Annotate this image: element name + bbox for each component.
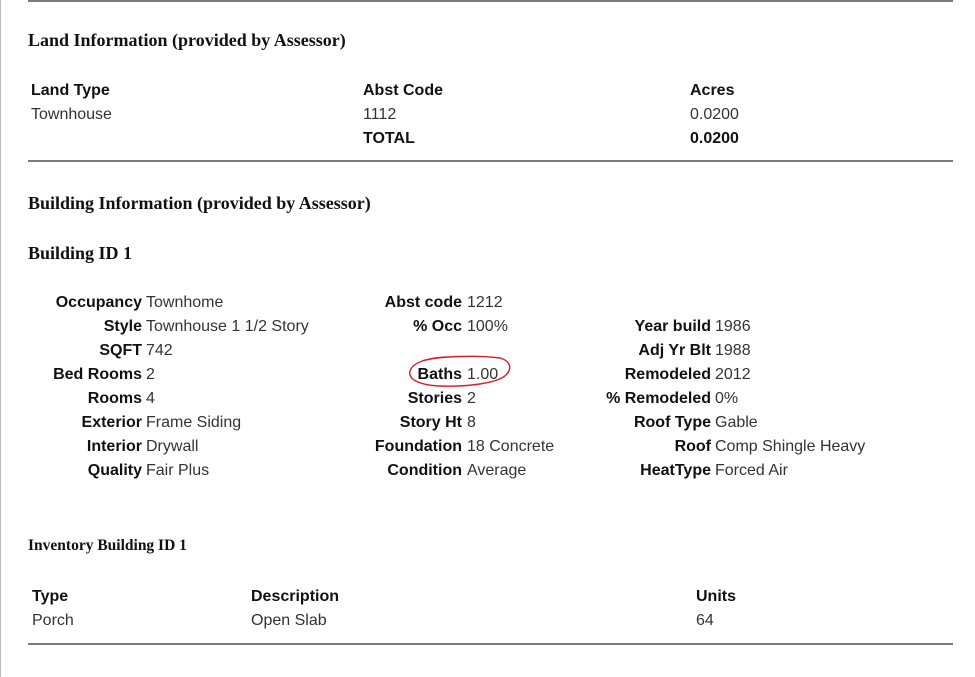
remodeled-value: 2012 (715, 366, 751, 383)
inventory-description-cell: Open Slab (251, 612, 327, 629)
exterior-value: Frame Siding (146, 414, 242, 431)
roof-value: Comp Shingle Heavy (715, 438, 866, 455)
bedrooms-value: 2 (146, 366, 155, 383)
story-ht-value: 8 (467, 414, 476, 431)
land-abst-code-header: Abst Code (363, 82, 443, 99)
foundation-value: 18 Concrete (467, 438, 555, 455)
story-ht-label: Story Ht (399, 414, 462, 431)
exterior-label: Exterior (81, 414, 142, 431)
page-left-border (0, 0, 1, 677)
remodeled-label: Remodeled (624, 366, 711, 383)
inventory-description-header: Description (251, 588, 340, 605)
bedrooms-label: Bed Rooms (53, 366, 142, 383)
style-label: Style (103, 318, 142, 335)
roof-type-label: Roof Type (633, 414, 711, 431)
abst-code-label: Abst code (384, 294, 462, 311)
building-info-heading: Building Information (provided by Assess… (28, 193, 371, 213)
sqft-label: SQFT (99, 342, 142, 359)
inventory-type-cell: Porch (32, 612, 74, 629)
stories-label: Stories (407, 390, 462, 407)
roof-type-value: Gable (715, 414, 758, 431)
baths-value: 1.00 (467, 366, 499, 383)
land-acres-header: Acres (690, 82, 735, 99)
roof-label: Roof (674, 438, 711, 455)
heat-type-value: Forced Air (715, 462, 788, 479)
land-type-header: Land Type (31, 82, 110, 99)
remodeled-pct-label: % Remodeled (606, 390, 711, 407)
year-build-value: 1986 (715, 318, 751, 335)
interior-label: Interior (86, 438, 142, 455)
interior-value: Drywall (146, 438, 199, 455)
inventory-divider (28, 643, 953, 645)
inventory-type-header: Type (32, 588, 69, 605)
condition-value: Average (467, 462, 527, 479)
abst-code-value: 1212 (467, 294, 503, 311)
occupancy-label: Occupancy (55, 294, 142, 311)
building-id-heading: Building ID 1 (28, 243, 133, 263)
land-info-heading: Land Information (provided by Assessor) (28, 30, 346, 50)
land-type-cell: Townhouse (31, 106, 112, 123)
adj-yr-blt-label: Adj Yr Blt (638, 342, 711, 359)
inventory-heading: Inventory Building ID 1 (28, 537, 187, 554)
quality-label: Quality (87, 462, 142, 479)
inventory-units-header: Units (696, 588, 736, 605)
baths-label: Baths (417, 366, 462, 383)
inventory-units-cell: 64 (696, 612, 714, 629)
foundation-label: Foundation (374, 438, 462, 455)
heat-type-label: HeatType (640, 462, 711, 479)
occupancy-value: Townhome (146, 294, 224, 311)
quality-value: Fair Plus (146, 462, 210, 479)
land-acres-cell: 0.0200 (690, 106, 739, 123)
rooms-value: 4 (146, 390, 155, 407)
style-value: Townhouse 1 1/2 Story (146, 318, 309, 335)
land-total-label: TOTAL (363, 130, 415, 147)
adj-yr-blt-value: 1988 (715, 342, 751, 359)
occ-pct-label: % Occ (413, 318, 462, 335)
land-divider (28, 160, 953, 162)
rooms-label: Rooms (87, 390, 142, 407)
sqft-value: 742 (146, 342, 173, 359)
occ-pct-value: 100% (467, 318, 508, 335)
top-divider (28, 0, 953, 2)
condition-label: Condition (387, 462, 462, 479)
remodeled-pct-value: 0% (715, 390, 739, 407)
land-abst-code-cell: 1112 (363, 106, 397, 123)
year-build-label: Year build (634, 318, 711, 335)
land-total-value: 0.0200 (690, 130, 739, 147)
stories-value: 2 (467, 390, 476, 407)
